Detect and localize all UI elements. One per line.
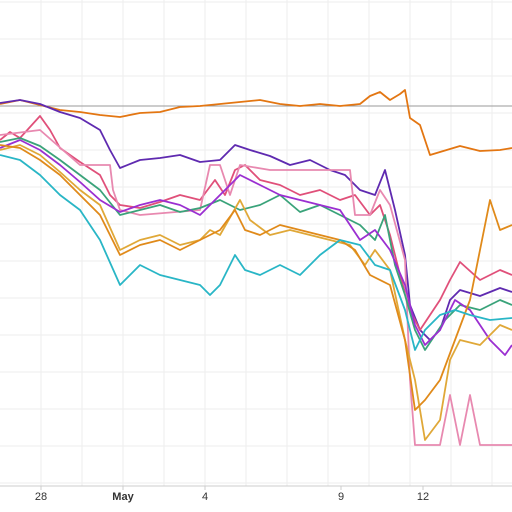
series-group (0, 89, 512, 446)
series-line-8 (0, 144, 512, 411)
x-tick-label: 12 (417, 491, 429, 503)
series-line-9 (0, 154, 512, 351)
series-line-4 (0, 129, 512, 446)
series-line-3 (0, 115, 512, 331)
x-tick-label: 28 (35, 491, 47, 503)
x-tick-label: 9 (338, 491, 344, 503)
x-tick-label: 4 (202, 491, 208, 503)
series-line-1 (0, 89, 512, 156)
x-tick-label: May (112, 491, 134, 503)
series-line-7 (0, 144, 512, 441)
series-line-6 (0, 139, 512, 356)
x-axis: 28 May 4 9 12 (0, 485, 512, 503)
